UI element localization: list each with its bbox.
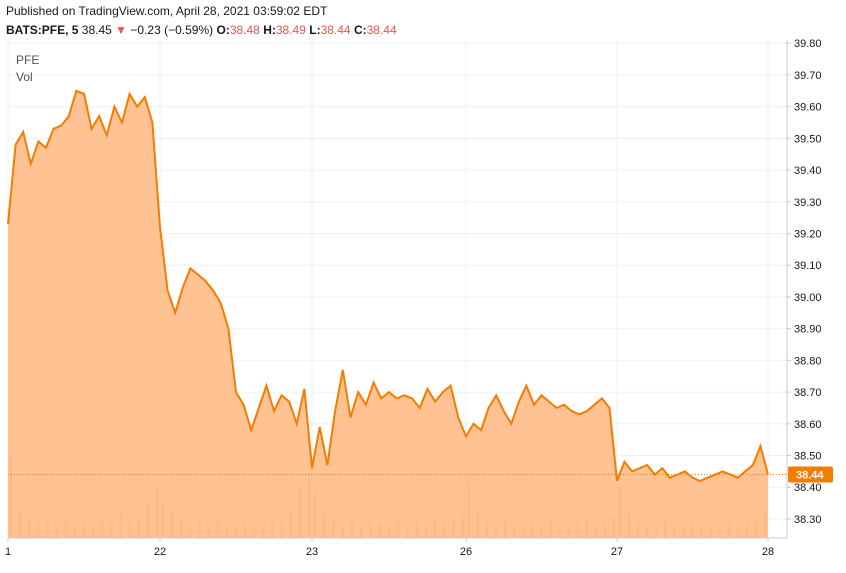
down-arrow-icon: ▼ <box>115 23 128 37</box>
y-tick-label: 39.80 <box>794 38 822 50</box>
y-tick-label: 39.10 <box>794 260 822 272</box>
y-tick-label: 39.50 <box>794 133 822 145</box>
y-tick-label: 38.30 <box>794 514 822 526</box>
low-label: L: <box>309 23 321 37</box>
published-note: Published on TradingView.com, April 28, … <box>6 4 328 18</box>
y-tick-label: 38.40 <box>794 482 822 494</box>
x-tick-label: 26 <box>460 546 472 558</box>
close-value: 38.44 <box>366 23 397 37</box>
open-value: 38.48 <box>229 23 260 37</box>
price-axis[interactable]: 39.80 39.70 39.60 39.50 39.40 39.30 39.20 39.10… <box>787 38 822 526</box>
price-change: −0.23 (−0.59%) <box>130 23 214 37</box>
x-tick-label: 28 <box>762 546 774 558</box>
y-tick-label: 39.60 <box>794 102 822 114</box>
y-tick-label: 38.50 <box>794 451 822 463</box>
y-tick-label: 38.60 <box>794 419 822 431</box>
time-axis[interactable]: 1 22 23 26 27 28 <box>5 538 774 558</box>
y-tick-label: 39.00 <box>794 292 822 304</box>
x-tick-label: 23 <box>306 546 318 558</box>
symbol-label: BATS:PFE, 5 <box>6 23 79 37</box>
price-line <box>7 89 769 482</box>
y-tick-label: 38.80 <box>794 355 822 367</box>
y-tick-label: 38.90 <box>794 324 822 336</box>
close-label: C: <box>353 23 367 37</box>
open-label: O: <box>216 23 230 37</box>
legend-series-name: PFE <box>16 53 39 67</box>
x-tick-label: 27 <box>611 546 623 558</box>
last-price: 38.45 <box>81 23 112 37</box>
y-tick-label: 39.70 <box>794 70 822 82</box>
y-tick-label: 39.30 <box>794 197 822 209</box>
x-tick-label: 22 <box>154 546 166 558</box>
ohlc-quote-line: BATS:PFE, 5 38.45 ▼ −0.23 (−0.59%) O:38.… <box>6 22 397 38</box>
last-price-label-text: 38.44 <box>796 470 824 482</box>
chart-header: Published on TradingView.com, April 28, … <box>6 3 397 38</box>
y-tick-label: 39.40 <box>794 165 822 177</box>
high-value: 38.49 <box>275 23 306 37</box>
low-value: 38.44 <box>320 23 351 37</box>
y-tick-label: 38.70 <box>794 387 822 399</box>
legend-volume-label: Vol <box>16 70 33 84</box>
y-tick-label: 39.20 <box>794 228 822 240</box>
x-tick-label: 1 <box>5 546 11 558</box>
last-price-label: 38.44 <box>788 466 833 483</box>
last-price-label-bg <box>788 466 833 483</box>
high-label: H: <box>263 23 276 37</box>
price-area-fill <box>8 90 768 539</box>
